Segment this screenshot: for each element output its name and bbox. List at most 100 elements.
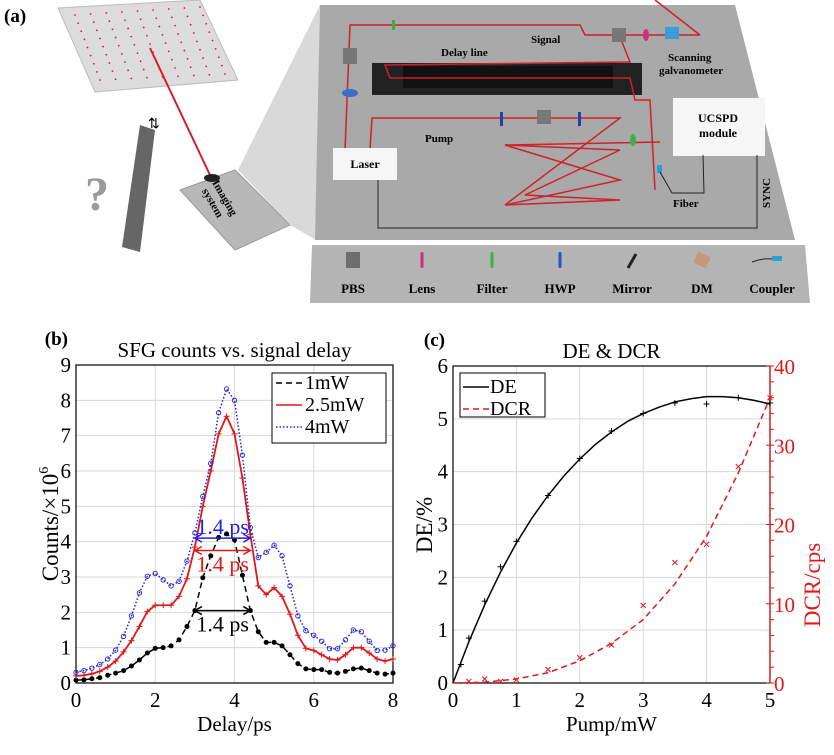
target-dot xyxy=(183,49,186,52)
target-dot xyxy=(99,37,101,40)
legend-label-coupler: Coupler xyxy=(749,281,795,296)
chart-c-ytick-label: 0 xyxy=(438,671,449,695)
fwhm-arrowheads xyxy=(193,605,252,616)
chart-b-point-2.5mW xyxy=(334,657,341,664)
chart-b-point-1mW xyxy=(113,670,119,676)
chart-b-point-2.5mW xyxy=(286,611,293,618)
ucspd-module-box xyxy=(673,98,765,156)
target-dot xyxy=(208,73,211,76)
chart-b-xtick-label: 8 xyxy=(388,688,399,712)
chart-b-point-2.5mW xyxy=(191,543,198,550)
chart-b-point-1mW xyxy=(319,667,325,673)
chart-b-ytick-label: 9 xyxy=(61,353,72,377)
filter-component xyxy=(630,134,636,146)
chart-c-point-DCR xyxy=(608,642,615,648)
fiber-cable xyxy=(659,154,705,194)
target-dot xyxy=(195,40,198,43)
mirror-icon xyxy=(626,253,638,269)
chart-b-point-2.5mW xyxy=(342,651,349,658)
laser-label: Laser xyxy=(350,157,380,171)
chart-b-point-2.5mW xyxy=(390,655,396,662)
chart-c-y2tick-label: 30 xyxy=(774,434,795,458)
delay-line-track xyxy=(403,66,613,88)
coupler-component xyxy=(657,165,662,173)
chart-b-point-2.5mW xyxy=(302,645,309,652)
chart-b-point-2.5mW xyxy=(223,413,230,420)
target-dot xyxy=(174,24,176,27)
chart-b-ytick-label: 0 xyxy=(61,671,72,695)
target-plane xyxy=(57,0,239,93)
chart-c-y2label: DCR/cps xyxy=(800,543,825,627)
target-dot xyxy=(142,68,145,71)
target-dot xyxy=(77,22,80,25)
panel-a-setup-diagram: (a) ⇅ ? Imaging system Laser UCSPD modul… xyxy=(4,0,810,303)
chart-b-point-2.5mW xyxy=(350,644,357,651)
chart-c-point-DCR xyxy=(703,541,710,548)
chart-c-point-DCR xyxy=(481,676,488,682)
chart-c-point-DCR xyxy=(545,666,551,673)
chart-b-point-2.5mW xyxy=(88,670,95,677)
chart-b-point-2.5mW xyxy=(73,672,79,679)
panel-a-label: (a) xyxy=(4,6,26,27)
chart-c-point-DE xyxy=(465,635,472,642)
target-dot xyxy=(145,34,148,37)
dm-icon xyxy=(693,251,711,269)
target-dot xyxy=(136,10,139,12)
target-dot xyxy=(189,23,192,26)
target-dot xyxy=(105,12,108,14)
filter-component xyxy=(392,20,395,30)
chart-b-xlabel: Delay/ps xyxy=(197,712,272,736)
signal-label: Signal xyxy=(531,34,560,46)
filter-icon xyxy=(490,252,494,268)
chart-b-point-4mW xyxy=(112,647,119,653)
chart-b-point-1mW xyxy=(121,668,127,674)
laser-box xyxy=(333,148,397,180)
target-dot xyxy=(74,14,76,16)
target-dot xyxy=(202,14,205,17)
hwp-component xyxy=(500,112,503,126)
chart-b-point-4mW xyxy=(128,613,135,619)
chart-b-point-1mW xyxy=(81,677,87,683)
target-dot xyxy=(217,56,220,59)
target-dot xyxy=(133,43,136,46)
target-dot xyxy=(199,6,201,8)
chart-b-point-4mW xyxy=(390,643,396,649)
target-dot xyxy=(105,53,108,56)
chart-b-point-1mW xyxy=(263,639,269,645)
chart-c-legend-label: DCR xyxy=(490,398,532,420)
target-dot xyxy=(92,21,95,24)
chart-c-legend-label: DE xyxy=(490,376,517,398)
target-dot xyxy=(124,61,126,64)
target-dot xyxy=(189,66,192,69)
target-dot xyxy=(183,7,186,9)
chart-b-point-1mW xyxy=(350,666,356,672)
chart-c-ylabel: DE/% xyxy=(412,497,437,553)
chart-b-point-2.5mW xyxy=(199,503,206,510)
galvanometer-component xyxy=(665,27,679,39)
coupler-cable xyxy=(751,258,773,263)
target-dot xyxy=(220,64,223,67)
chart-c-axes-frame xyxy=(452,365,771,684)
chart-b-point-2.5mW xyxy=(152,602,159,609)
lens-icon xyxy=(420,252,424,268)
target-dot xyxy=(158,25,161,28)
target-dot xyxy=(80,30,83,33)
pbs-icon xyxy=(346,252,360,268)
chart-b-point-2.5mW xyxy=(326,655,333,662)
chart-b-legend xyxy=(271,372,387,444)
chart-c-point-DCR xyxy=(672,559,678,566)
target-dot xyxy=(192,74,195,77)
chart-b-point-1mW xyxy=(390,670,396,676)
chart-b-point-4mW xyxy=(319,638,325,644)
target-dot xyxy=(186,15,189,18)
galvanometer-label: galvanometer xyxy=(659,65,723,77)
target-dot xyxy=(95,70,98,73)
target-dot xyxy=(142,26,145,29)
target-dot xyxy=(205,22,208,25)
chart-b-point-2.5mW xyxy=(183,575,190,582)
chart-b-ylabel: Counts/×106 xyxy=(37,467,63,582)
chart-c-xlabel: Pump/mW xyxy=(566,712,657,736)
chart-c-xtick-label: 0 xyxy=(448,688,459,712)
chart-b-ytick-label: 8 xyxy=(61,388,72,412)
chart-c-point-DE xyxy=(671,399,678,406)
